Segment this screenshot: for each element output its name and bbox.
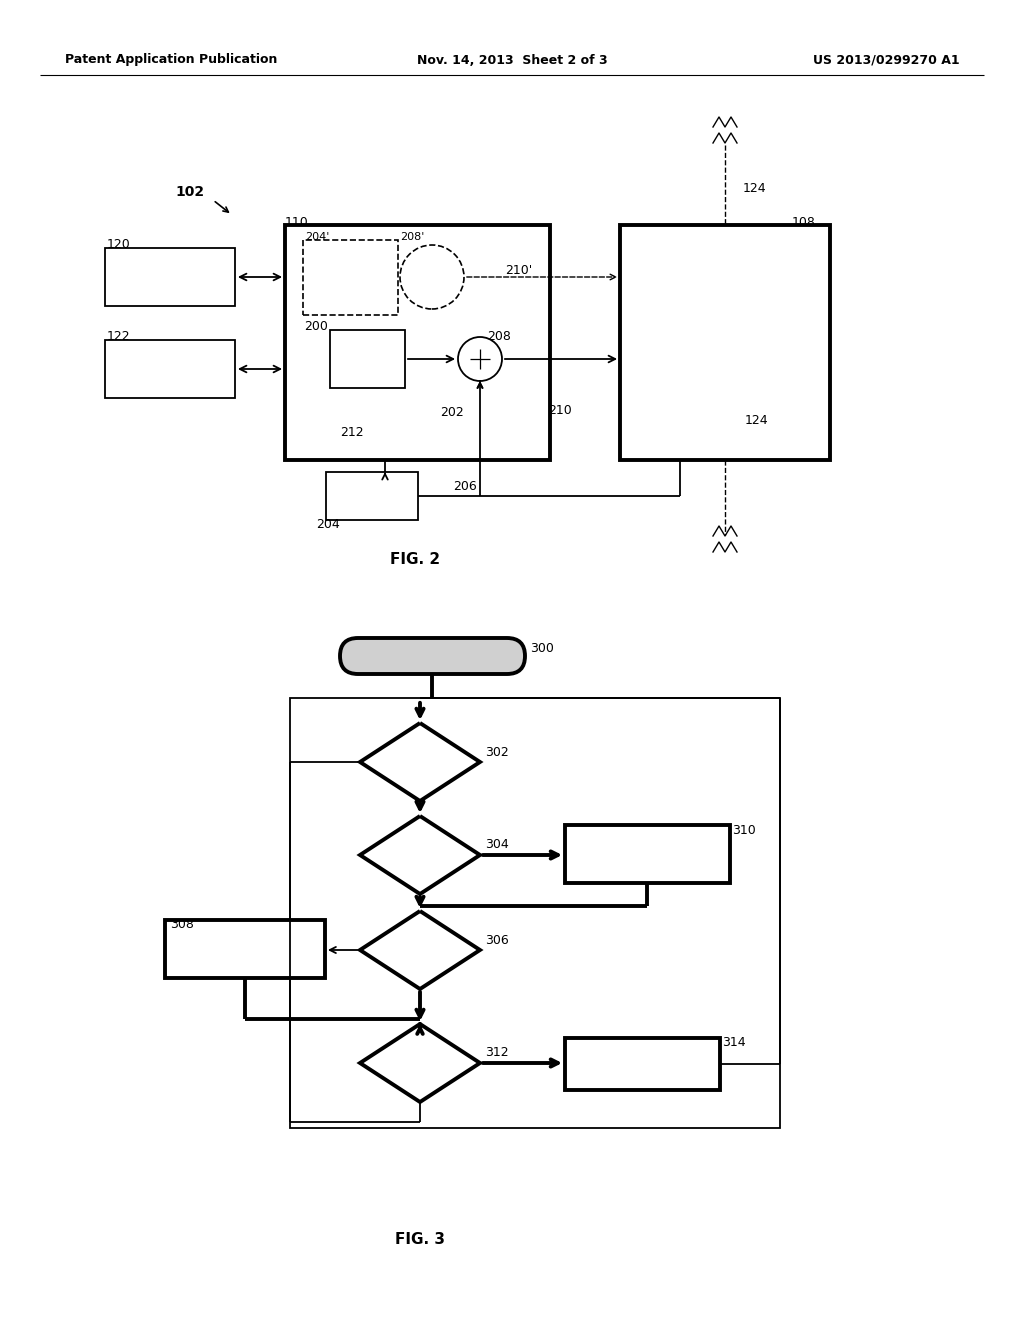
Text: 212: 212 bbox=[340, 426, 364, 440]
Text: FIG. 3: FIG. 3 bbox=[395, 1233, 445, 1247]
Text: 208: 208 bbox=[487, 330, 511, 343]
Text: 120: 120 bbox=[106, 238, 131, 251]
Bar bbox=[290, 698, 780, 1129]
Text: 300: 300 bbox=[530, 642, 554, 655]
Text: 312: 312 bbox=[485, 1047, 509, 1060]
Text: 308: 308 bbox=[170, 919, 194, 932]
Text: 206: 206 bbox=[453, 480, 477, 494]
FancyBboxPatch shape bbox=[340, 638, 525, 675]
Bar bbox=[620, 224, 830, 459]
Bar bbox=[285, 224, 550, 459]
Circle shape bbox=[400, 246, 464, 309]
Text: FIG. 2: FIG. 2 bbox=[390, 553, 440, 568]
Bar bbox=[326, 473, 418, 520]
Text: 204': 204' bbox=[305, 232, 330, 242]
Text: 200: 200 bbox=[304, 321, 328, 334]
Text: 202: 202 bbox=[440, 405, 464, 418]
Bar bbox=[105, 341, 234, 399]
Text: 124: 124 bbox=[743, 181, 767, 194]
Text: US 2013/0299270 A1: US 2013/0299270 A1 bbox=[813, 54, 961, 66]
Text: 306: 306 bbox=[485, 933, 509, 946]
Text: 304: 304 bbox=[485, 838, 509, 851]
Circle shape bbox=[458, 337, 502, 381]
Text: 208': 208' bbox=[400, 232, 424, 242]
Bar bbox=[105, 248, 234, 306]
Bar bbox=[303, 240, 398, 315]
Text: 102: 102 bbox=[175, 185, 204, 199]
Text: Patent Application Publication: Patent Application Publication bbox=[65, 54, 278, 66]
Text: 204: 204 bbox=[316, 517, 340, 531]
Bar bbox=[565, 825, 730, 883]
Text: 124: 124 bbox=[745, 413, 769, 426]
Text: 110: 110 bbox=[285, 215, 309, 228]
Bar bbox=[565, 1038, 720, 1090]
Bar bbox=[330, 330, 406, 388]
Text: 108: 108 bbox=[792, 215, 816, 228]
Text: 302: 302 bbox=[485, 746, 509, 759]
Text: 310: 310 bbox=[732, 824, 756, 837]
Text: Nov. 14, 2013  Sheet 2 of 3: Nov. 14, 2013 Sheet 2 of 3 bbox=[417, 54, 607, 66]
Text: 314: 314 bbox=[722, 1036, 745, 1049]
Text: 210': 210' bbox=[505, 264, 532, 276]
Bar bbox=[165, 920, 325, 978]
Text: 210: 210 bbox=[548, 404, 571, 417]
Text: 122: 122 bbox=[106, 330, 131, 342]
